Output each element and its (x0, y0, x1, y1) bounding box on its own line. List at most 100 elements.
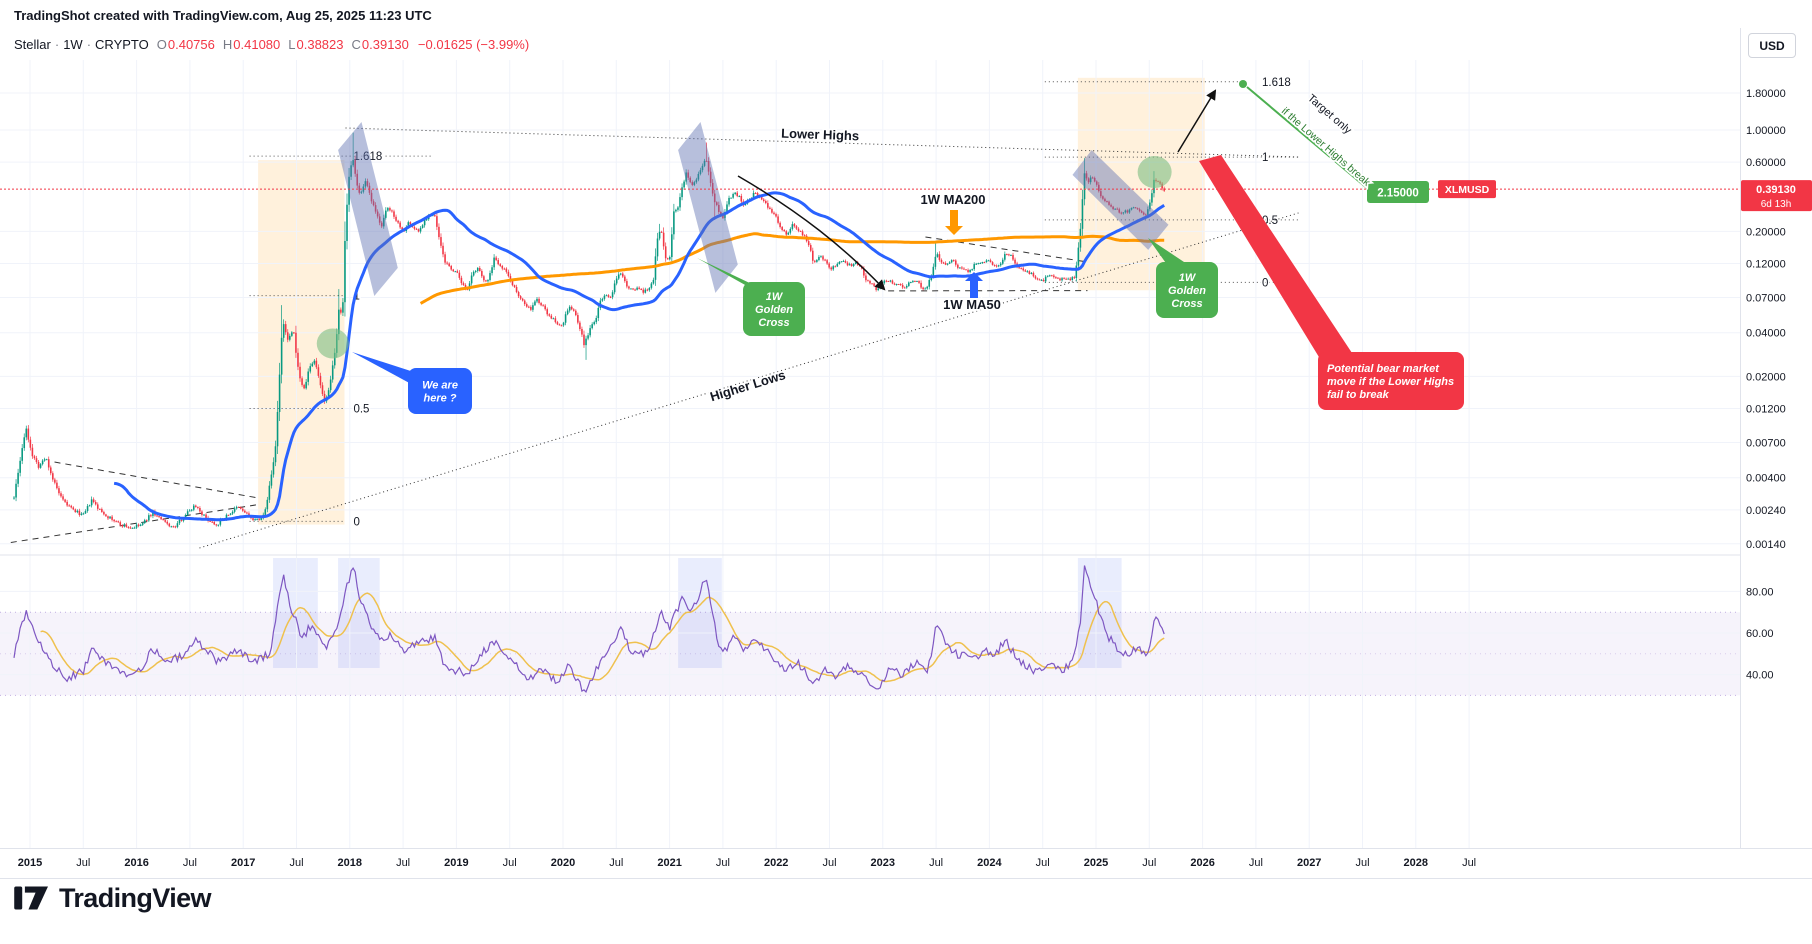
time-tick-label: Jul (1355, 857, 1369, 869)
bull-flag-channel (1072, 150, 1169, 250)
time-tick-label: Jul (929, 857, 943, 869)
svg-text:0.39130: 0.39130 (1756, 184, 1796, 196)
wedge-upper-line[interactable] (54, 461, 259, 499)
time-tick-label: Jul (289, 857, 303, 869)
fib-level-label: 0 (1262, 277, 1268, 289)
rsi-highlight-box[interactable] (338, 558, 380, 668)
ma50-label: 1W MA50 (943, 297, 1001, 312)
ohlc-label: L (288, 37, 296, 52)
time-tick-label: 2025 (1084, 857, 1108, 869)
rsi-highlight-box[interactable] (273, 558, 318, 668)
tradingview-logo-text: TradingView (59, 882, 212, 913)
price-tick-label: 0.00240 (1746, 505, 1786, 517)
svg-text:move if the Lower Highs: move if the Lower Highs (1327, 376, 1454, 388)
time-axis[interactable]: 2015 Jul 2016 Jul 2017 Jul 2018 Jul 2019 Jul 2020 J… (0, 848, 1812, 879)
symbol-name[interactable]: Stellar (14, 37, 51, 52)
lower-highs-label: Lower Highs (781, 126, 859, 144)
time-tick-label: 2028 (1404, 857, 1428, 869)
rsi-tick-label: 60.00 (1746, 628, 1774, 640)
svg-text:We are: We are (422, 380, 458, 392)
price-axis[interactable]: 1.80000 1.00000 0.60000 0.20000 0.12000 0.070… (1438, 28, 1812, 878)
candlestick-series (13, 132, 1165, 529)
currency-toggle-button[interactable]: USD (1748, 33, 1796, 58)
tradingview-logo[interactable]: TradingView (14, 882, 212, 914)
tradingview-logo-icon (14, 886, 48, 910)
flag-channels[interactable] (338, 122, 1169, 296)
bull-flag-channel (338, 122, 398, 296)
change-value: −0.01625 (−3.99%) (417, 37, 530, 52)
ohlc-value: 0.38823 (296, 37, 344, 52)
ohlc-values: O0.40756 H0.41080 L0.38823 C0.39130 (149, 37, 409, 52)
wedge-lower-line[interactable] (10, 504, 259, 543)
watermark-text: TradingShot created with TradingView.com… (14, 8, 432, 23)
fib-retracement[interactable]: 00.511.61800.511.618 (249, 75, 1299, 530)
price-tick-label: 0.01200 (1746, 404, 1786, 416)
bull-flag-channel (678, 122, 738, 293)
ohlc-label: O (156, 37, 167, 52)
target-price-text: 2.15000 (1377, 188, 1419, 200)
svg-text:fail to break: fail to break (1327, 389, 1390, 401)
ohlc-value: 0.39130 (361, 37, 409, 52)
ohlc-value: 0.41080 (233, 37, 281, 52)
price-tick-label: 0.00700 (1746, 437, 1786, 449)
golden-cross-circle (1137, 156, 1172, 189)
time-tick-label: Jul (1462, 857, 1476, 869)
higher-lows-label: Higher Lows (708, 367, 787, 404)
time-tick-label: 2026 (1190, 857, 1214, 869)
symbol-market[interactable]: CRYPTO (95, 37, 149, 52)
fib-level-label: 1 (353, 291, 359, 303)
time-tick-label: 2015 (18, 857, 42, 869)
time-tick-label: Jul (609, 857, 623, 869)
time-tick-label: 2021 (657, 857, 681, 869)
annotation-arrows[interactable] (737, 89, 1217, 298)
highlight-regions (0, 77, 1740, 696)
time-tick-label: Jul (1249, 857, 1263, 869)
rsi-tick-label: 80.00 (1746, 586, 1774, 598)
time-tick-label: 2027 (1297, 857, 1321, 869)
separator-dot: · (54, 37, 60, 52)
fib-level-label: 1.618 (1262, 77, 1291, 89)
svg-text:Golden: Golden (755, 304, 793, 316)
svg-text:Cross: Cross (1171, 298, 1202, 310)
price-tick-label: 0.04000 (1746, 328, 1786, 340)
time-tick-label: Jul (183, 857, 197, 869)
rsi-pane (13, 565, 1165, 693)
ticker-price-tag (1438, 180, 1496, 199)
time-tick-label: Jul (716, 857, 730, 869)
time-tick-label: Jul (1142, 857, 1156, 869)
time-tick-label: 2023 (871, 857, 895, 869)
price-tick-label: 0.02000 (1746, 371, 1786, 383)
last-price-tag (1741, 180, 1812, 212)
price-tick-label: 0.12000 (1746, 259, 1786, 271)
price-tick-label: 0.20000 (1746, 226, 1786, 238)
rsi-band (0, 612, 1740, 696)
ma200-label: 1W MA200 (920, 192, 985, 207)
time-tick-label: 2020 (551, 857, 575, 869)
svg-text:Potential bear market: Potential bear market (1327, 363, 1440, 375)
watermark-bar: TradingShot created with TradingView.com… (14, 8, 432, 23)
time-tick-label: 2017 (231, 857, 255, 869)
time-tick-label: 2019 (444, 857, 468, 869)
ma200-arrow[interactable] (945, 210, 963, 235)
symbol-interval[interactable]: 1W (63, 37, 83, 52)
target-price-tag (1367, 181, 1429, 203)
fib-level-label: 0 (353, 516, 359, 528)
svg-text:Golden: Golden (1168, 285, 1206, 297)
time-tick-label: 2018 (338, 857, 362, 869)
time-tick-label: 2016 (124, 857, 148, 869)
golden-cross-circles[interactable] (316, 156, 1172, 359)
time-tick-label: Jul (1036, 857, 1050, 869)
target-projection[interactable]: 2.15000 (1239, 80, 1429, 203)
lower-highs-line[interactable] (345, 127, 1299, 158)
ohlc-label: H (222, 37, 233, 52)
ma50-arrow[interactable] (965, 272, 983, 298)
price-tick-label: 1.80000 (1746, 88, 1786, 100)
price-tick-label: 0.07000 (1746, 292, 1786, 304)
